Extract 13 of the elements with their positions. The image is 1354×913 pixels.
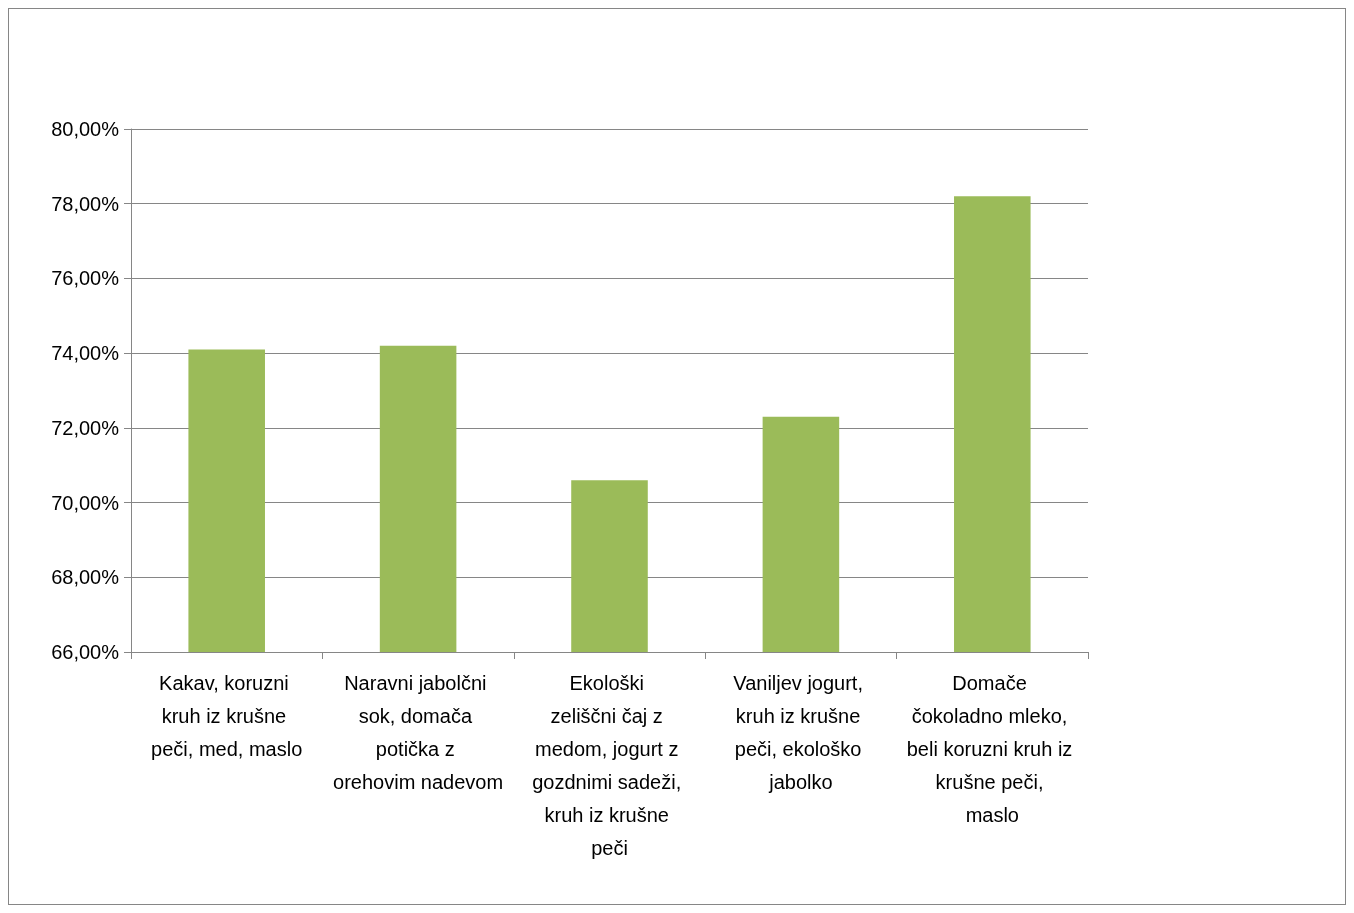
x-tick-label: Ekološki zeliščni čaj z medom, jogurt z gozdnimi sadeži, kruh iz krušne peči: [532, 671, 687, 859]
x-tick-label: Domače čokoladno mleko, beli koruzni kruh iz krušne peči, maslo: [906, 671, 1078, 826]
y-tick-label: 76,00%: [51, 267, 120, 290]
y-tick-label: 66,00%: [51, 641, 120, 663]
x-tick-label: Kakav, koruzni kruh iz krušne peči, med, maslo: [151, 671, 303, 760]
x-tick-label: Naravni jabolčni sok, domača potička z orehovim nadevom: [333, 671, 504, 793]
y-tick-label: 78,00%: [51, 192, 120, 215]
y-tick-label: 70,00%: [51, 491, 120, 514]
x-tick-label: Vaniljev jogurt, kruh iz krušne peči, ekološko jabolko: [733, 671, 869, 793]
y-tick-label: 80,00%: [51, 118, 120, 140]
y-tick-label: 74,00%: [51, 342, 120, 365]
y-tick-label: 72,00%: [51, 416, 120, 439]
y-tick-label: 68,00%: [51, 566, 120, 589]
